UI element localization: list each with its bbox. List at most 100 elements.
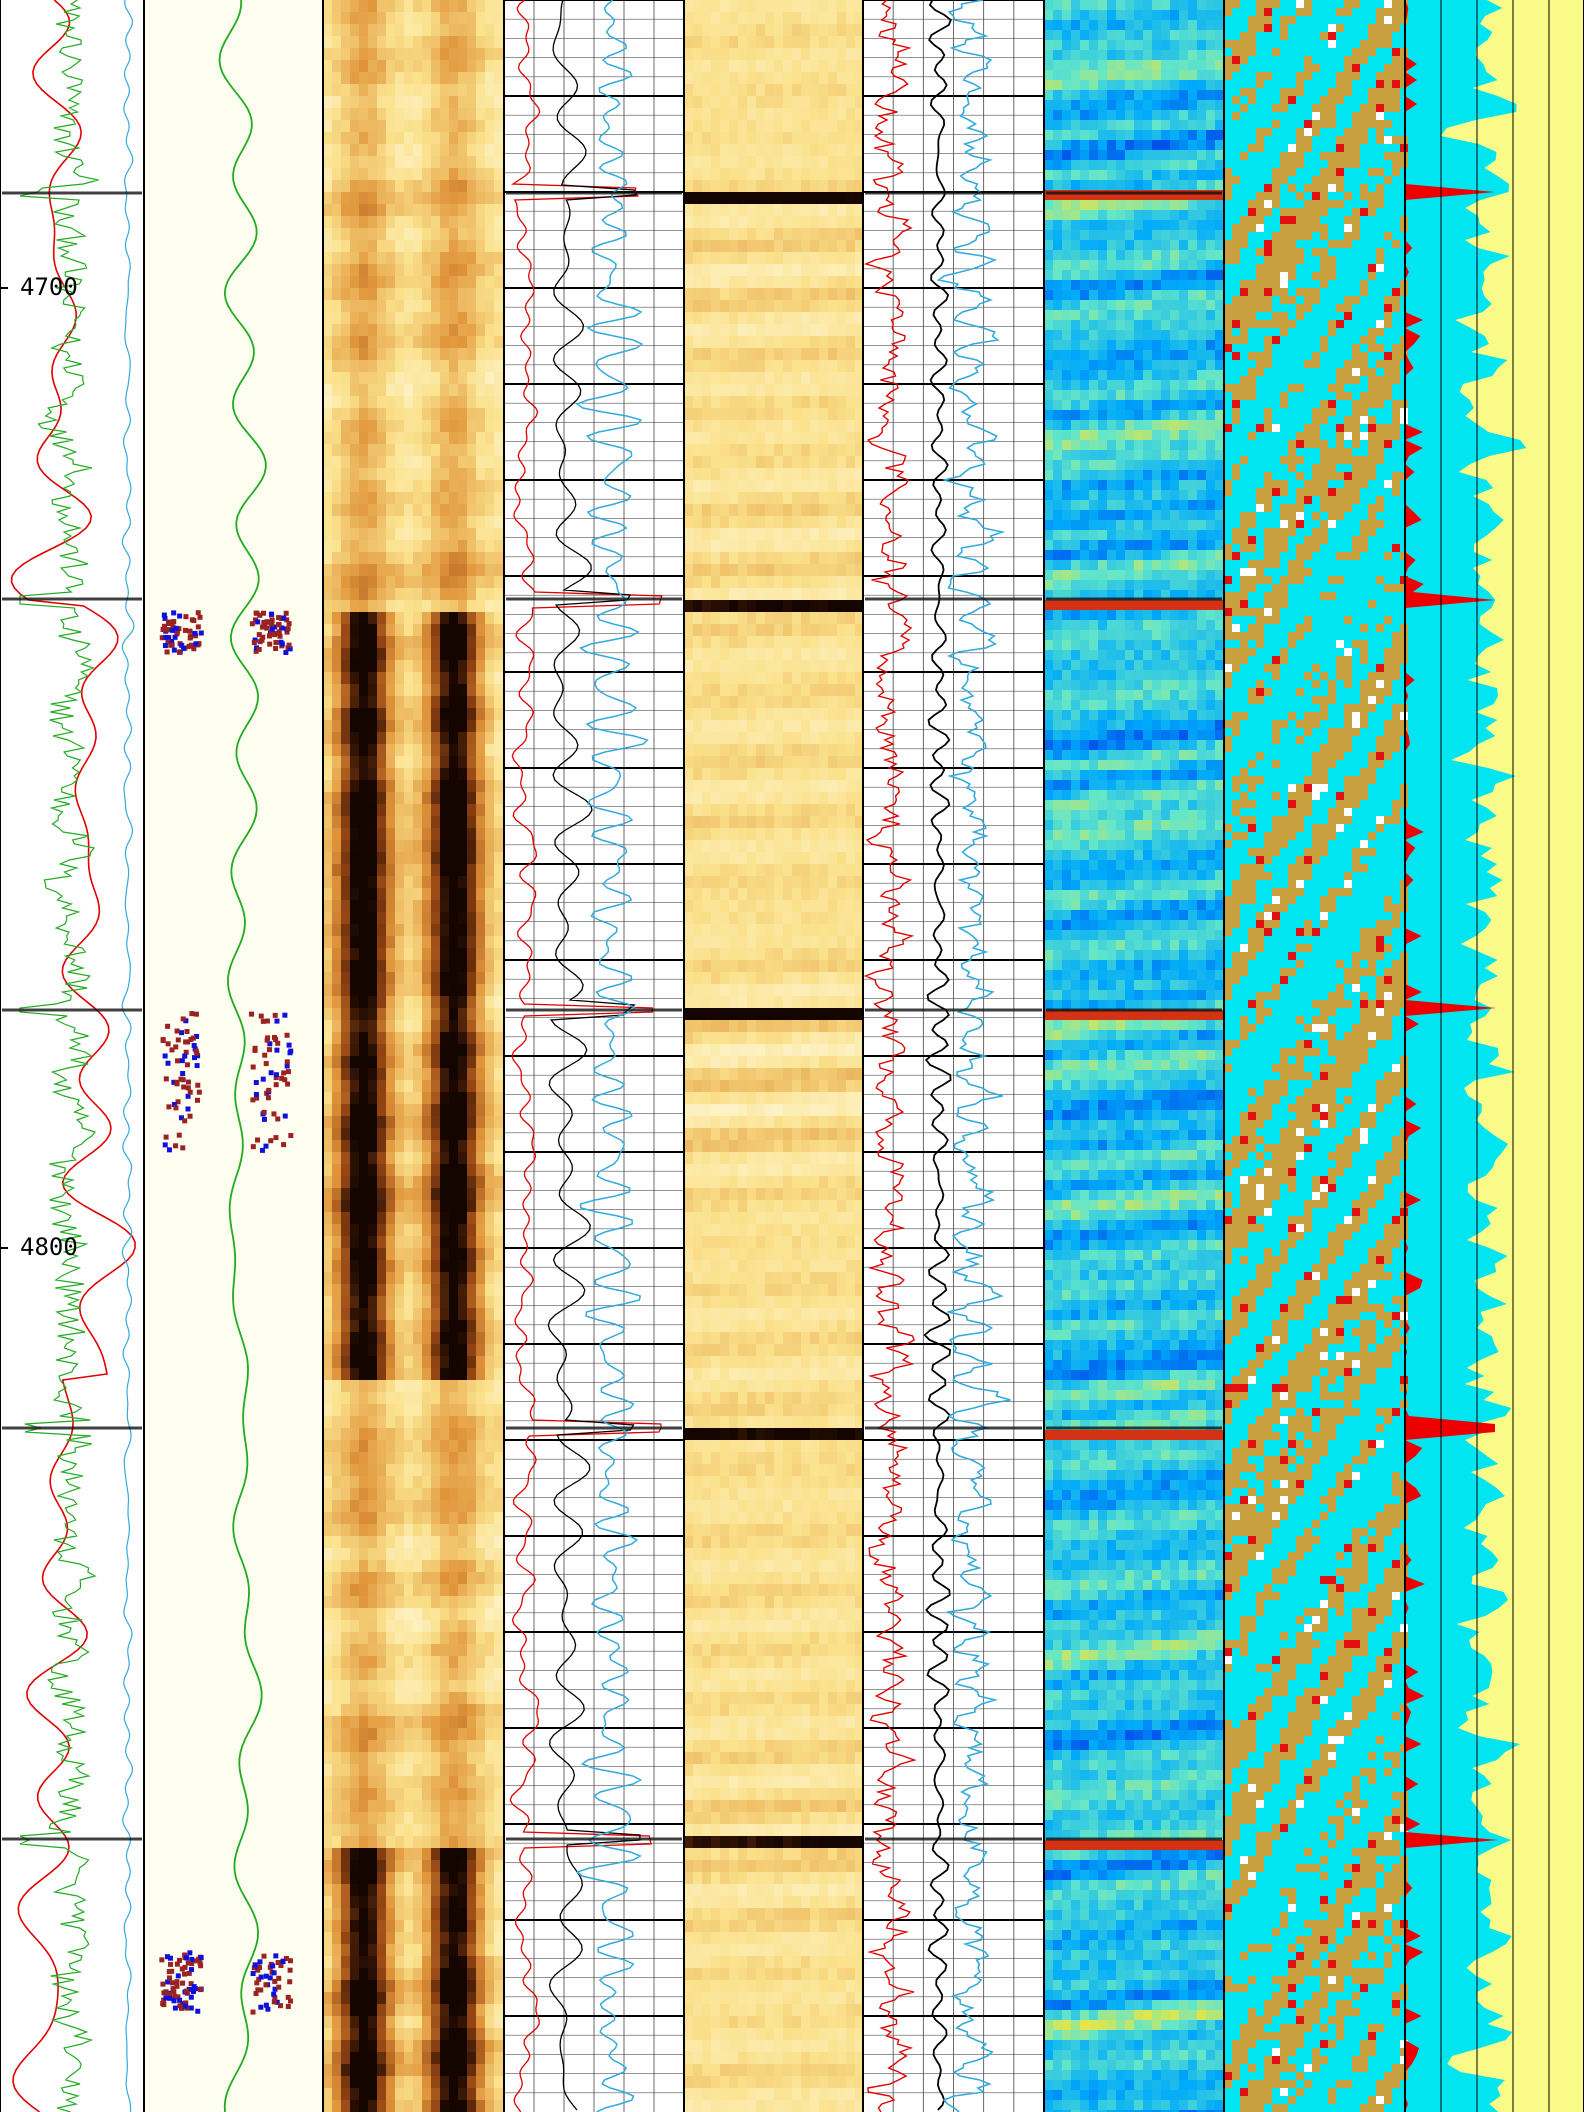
image-cell <box>494 612 504 625</box>
image-cell <box>738 264 748 277</box>
image-cell <box>684 312 694 325</box>
anomaly-dot <box>265 1095 271 1101</box>
image-cell <box>323 276 333 289</box>
anomaly-dot <box>175 1058 181 1064</box>
image-cell <box>440 900 450 913</box>
image-cell <box>467 1200 477 1213</box>
image-cell <box>458 300 468 313</box>
image-cell <box>422 1632 432 1645</box>
anomaly-dot <box>265 1035 271 1041</box>
image-cell <box>684 468 694 481</box>
image-cell <box>395 156 405 169</box>
image-cell <box>476 468 486 481</box>
image-cell <box>693 252 703 265</box>
image-cell <box>377 1632 387 1645</box>
image-cell <box>467 1260 477 1273</box>
image-cell <box>846 24 856 37</box>
image-cell <box>774 72 784 85</box>
image-cell <box>359 36 369 49</box>
anomaly-dot <box>271 1999 277 2005</box>
image-cell <box>395 564 405 577</box>
anomaly-dot <box>179 2005 185 2011</box>
image-cell <box>368 660 378 673</box>
image-cell <box>368 1752 378 1765</box>
image-cell <box>368 1848 378 1861</box>
image-cell <box>485 1368 495 1381</box>
image-cell <box>440 816 450 829</box>
image-cell <box>476 684 486 697</box>
image-cell <box>413 732 423 745</box>
image-cell <box>386 1968 396 1981</box>
image-cell <box>386 1020 396 1033</box>
image-cell <box>846 180 856 193</box>
image-cell <box>359 1932 369 1945</box>
image-cell <box>323 912 333 925</box>
image-cell <box>413 1956 423 1969</box>
image-cell <box>458 264 468 277</box>
image-cell <box>386 1668 396 1681</box>
image-cell <box>684 96 694 109</box>
image-cell <box>386 1404 396 1417</box>
image-cell <box>422 0 432 13</box>
image-cell <box>756 180 766 193</box>
image-cell <box>368 1212 378 1225</box>
image-cell <box>720 312 730 325</box>
image-cell <box>440 528 450 541</box>
image-cell <box>341 816 351 829</box>
image-cell <box>440 240 450 253</box>
image-cell <box>855 60 864 73</box>
image-cell <box>449 852 459 865</box>
image-cell <box>395 480 405 493</box>
image-cell <box>458 492 468 505</box>
image-cell <box>684 180 694 193</box>
image-cell <box>711 132 721 145</box>
image-cell <box>341 1848 351 1861</box>
image-cell <box>413 36 423 49</box>
image-cell <box>332 420 342 433</box>
image-cell <box>774 456 784 469</box>
image-cell <box>368 1836 378 1849</box>
image-cell <box>422 1704 432 1717</box>
image-cell <box>810 216 820 229</box>
image-cell <box>440 1500 450 1513</box>
image-cell <box>413 1584 423 1597</box>
image-cell <box>422 1956 432 1969</box>
image-cell <box>377 900 387 913</box>
image-cell <box>359 2028 369 2041</box>
image-cell <box>323 1704 333 1717</box>
image-cell <box>323 1920 333 1933</box>
image-cell <box>458 1212 468 1225</box>
image-cell <box>386 1524 396 1537</box>
image-cell <box>476 1728 486 1741</box>
image-cell <box>422 1980 432 1993</box>
image-cell <box>467 1920 477 1933</box>
image-cell <box>395 1296 405 1309</box>
anomaly-dot <box>258 1974 264 1980</box>
image-cell <box>332 1920 342 1933</box>
image-cell <box>783 432 793 445</box>
image-cell <box>332 1872 342 1885</box>
image-cell <box>359 2004 369 2017</box>
image-cell <box>341 1860 351 1873</box>
image-cell <box>359 1776 369 1789</box>
image-cell <box>413 1152 423 1165</box>
image-cell <box>458 600 468 613</box>
image-cell <box>341 1404 351 1417</box>
image-cell <box>783 444 793 457</box>
image-cell <box>323 1428 333 1441</box>
image-cell <box>440 1464 450 1477</box>
image-cell <box>413 1404 423 1417</box>
anomaly-dot <box>182 627 188 633</box>
image-cell <box>359 336 369 349</box>
image-cell <box>458 456 468 469</box>
image-cell <box>729 444 739 457</box>
image-cell <box>422 792 432 805</box>
anomaly-dot <box>174 629 180 635</box>
image-cell <box>467 252 477 265</box>
image-cell <box>774 84 784 97</box>
image-cell <box>693 132 703 145</box>
image-cell <box>350 528 360 541</box>
image-cell <box>332 636 342 649</box>
image-cell <box>792 228 802 241</box>
image-cell <box>431 1920 441 1933</box>
